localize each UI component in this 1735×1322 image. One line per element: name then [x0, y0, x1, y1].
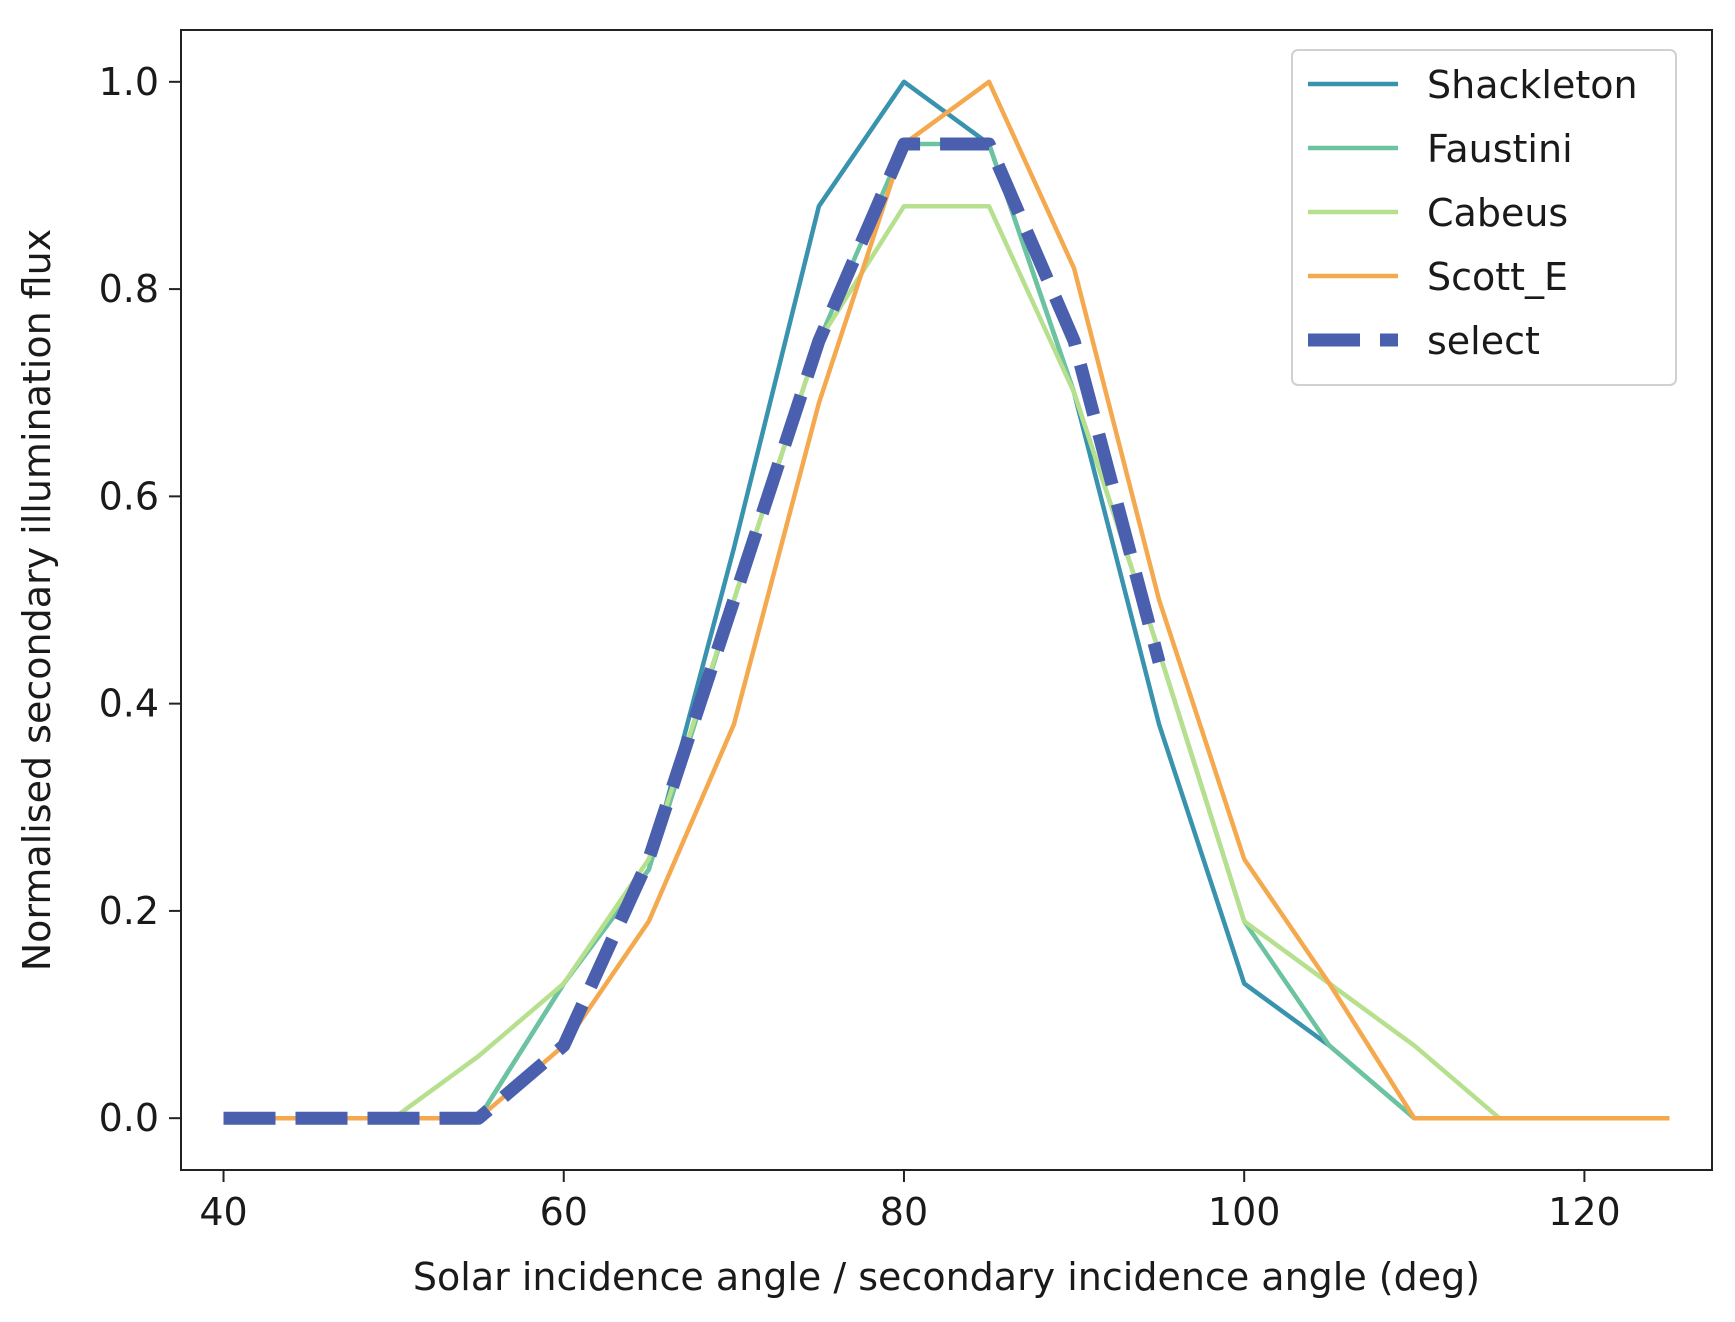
legend-label: select: [1427, 319, 1540, 363]
y-tick-label: 0.2: [99, 889, 159, 933]
legend-label: Cabeus: [1427, 191, 1568, 235]
x-tick-label: 120: [1548, 1190, 1621, 1234]
x-tick-label: 60: [540, 1190, 588, 1234]
y-axis-label: Normalised secondary illumination flux: [15, 229, 59, 972]
legend-label: Faustini: [1427, 127, 1573, 171]
series-line-select: [223, 137, 1166, 1125]
y-tick-label: 0.8: [99, 267, 159, 311]
legend-box: [1291, 49, 1677, 386]
plot-frame: [180, 29, 1713, 1171]
legend-label: Shackleton: [1427, 63, 1638, 107]
x-tick-label: 100: [1208, 1190, 1281, 1234]
y-tick-label: 0.4: [99, 682, 159, 726]
x-axis-label: Solar incidence angle / secondary incide…: [413, 1255, 1480, 1299]
x-tick-label: 40: [199, 1190, 247, 1234]
legend-label: Scott_E: [1427, 255, 1568, 299]
series-line-cabeus: [223, 203, 1670, 1121]
x-tick-label: 80: [880, 1190, 928, 1234]
series-layer: [223, 79, 1670, 1125]
y-tick-label: 0.0: [99, 1096, 159, 1140]
y-tick-label: 1.0: [99, 60, 159, 104]
y-tick-label: 0.6: [99, 474, 159, 518]
ticks-layer: 40 60 80 100 120 0.0 0.2 0.4 0.6 0.8 1.0: [99, 60, 1621, 1234]
